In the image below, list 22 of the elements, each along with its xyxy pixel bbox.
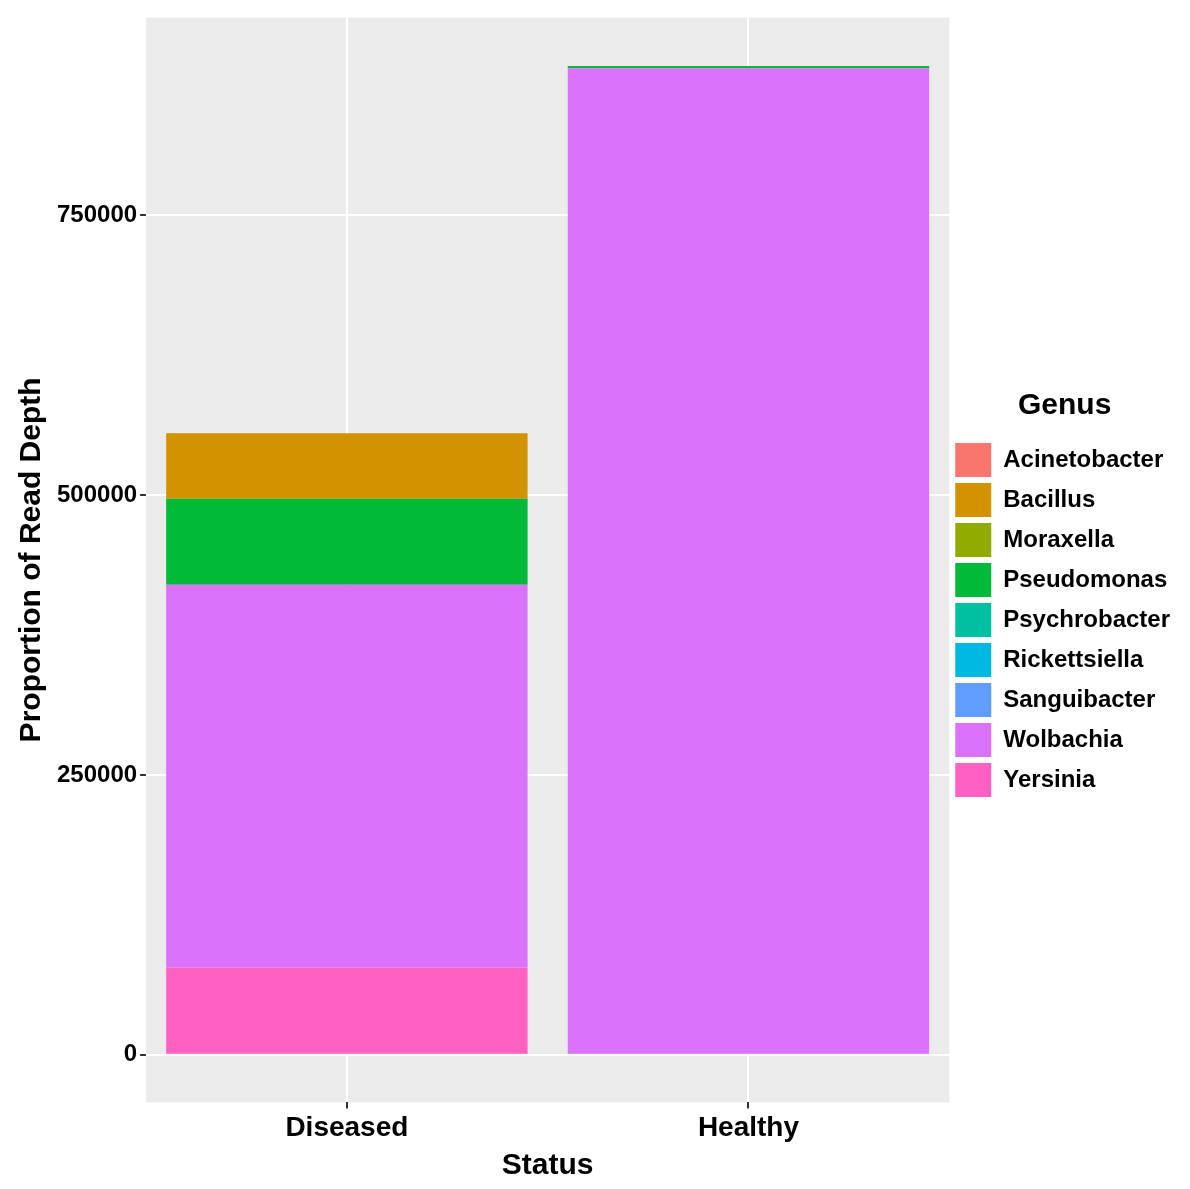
y-tick-label: 750000 [56, 200, 138, 228]
legend-title: Genus [1017, 387, 1112, 421]
legend-label: Bacillus [1003, 484, 1096, 512]
y-tick-label: 250000 [56, 759, 138, 787]
legend-label: Wolbachia [1003, 724, 1124, 752]
y-tick-label: 500000 [56, 479, 138, 507]
y-tick-label: 0 [123, 1039, 138, 1067]
bar [166, 498, 528, 585]
x-tick-label: Diseased [285, 1110, 409, 1142]
bar [166, 433, 528, 499]
legend-label: Acinetobacter [1003, 444, 1164, 472]
x-tick-label: Healthy [697, 1110, 800, 1142]
legend-label: Psychrobacter [1003, 604, 1170, 632]
x-axis-title: Status [501, 1147, 594, 1181]
legend-label: Rickettsiella [1003, 644, 1144, 672]
bar [166, 967, 528, 1054]
legend-label: Sanguibacter [1003, 684, 1156, 712]
y-axis-title: Proportion of Read Depth [13, 377, 47, 743]
legend-label: Moraxella [1003, 524, 1115, 552]
bar [166, 584, 528, 968]
legend-label: Pseudomonas [1003, 564, 1168, 592]
legend-label: Yersinia [1003, 764, 1096, 792]
